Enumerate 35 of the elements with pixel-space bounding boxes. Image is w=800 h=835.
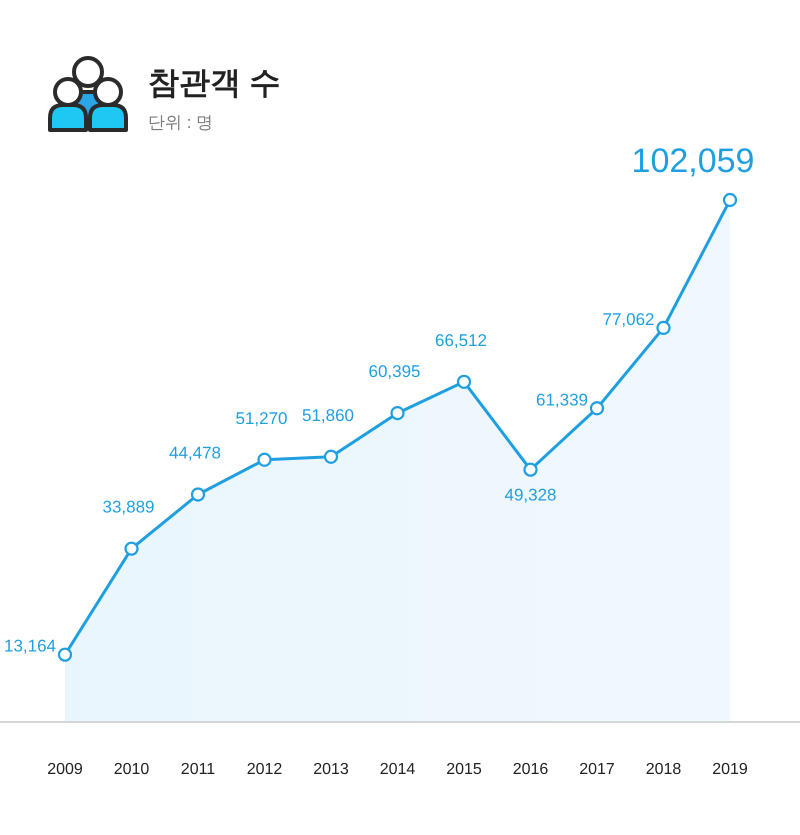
point — [722, 192, 738, 208]
x-tick-label: 2014 — [380, 761, 416, 778]
data-label: 13,164 — [4, 636, 56, 656]
data-label: 77,062 — [602, 310, 654, 329]
point — [523, 462, 538, 477]
x-tick-label: 2013 — [313, 761, 349, 778]
point — [590, 401, 604, 416]
x-tick-label: 2010 — [114, 761, 150, 778]
chart-subtitle: 단위 : 명 — [148, 113, 214, 132]
x-tick-label: 2012 — [246, 761, 282, 778]
x-tick-label: 2015 — [446, 761, 482, 778]
x-tick-label: 2017 — [579, 761, 615, 778]
x-tick-label: 2016 — [512, 761, 548, 778]
point — [257, 452, 272, 467]
point — [58, 648, 72, 662]
data-label: 44,478 — [169, 444, 221, 463]
point — [324, 450, 338, 464]
data-label: 33,889 — [102, 498, 154, 517]
x-tick-label: 2019 — [712, 761, 748, 778]
point — [190, 487, 206, 502]
data-label: 61,339 — [536, 390, 588, 410]
point — [124, 542, 139, 556]
x-tick-label: 2009 — [47, 761, 83, 778]
data-label: 66,512 — [435, 330, 487, 350]
chart-title: 참관객 수 — [148, 65, 281, 100]
data-label: 102,059 — [632, 142, 754, 180]
x-tick-label: 2018 — [646, 761, 682, 778]
data-label: 51,270 — [236, 408, 288, 428]
data-label: 60,395 — [368, 362, 420, 382]
point — [390, 406, 405, 420]
data-label: 51,860 — [302, 406, 354, 425]
point — [656, 320, 671, 335]
data-label: 49,328 — [504, 486, 556, 505]
x-tick-label: 2011 — [180, 761, 216, 778]
point — [456, 374, 472, 389]
